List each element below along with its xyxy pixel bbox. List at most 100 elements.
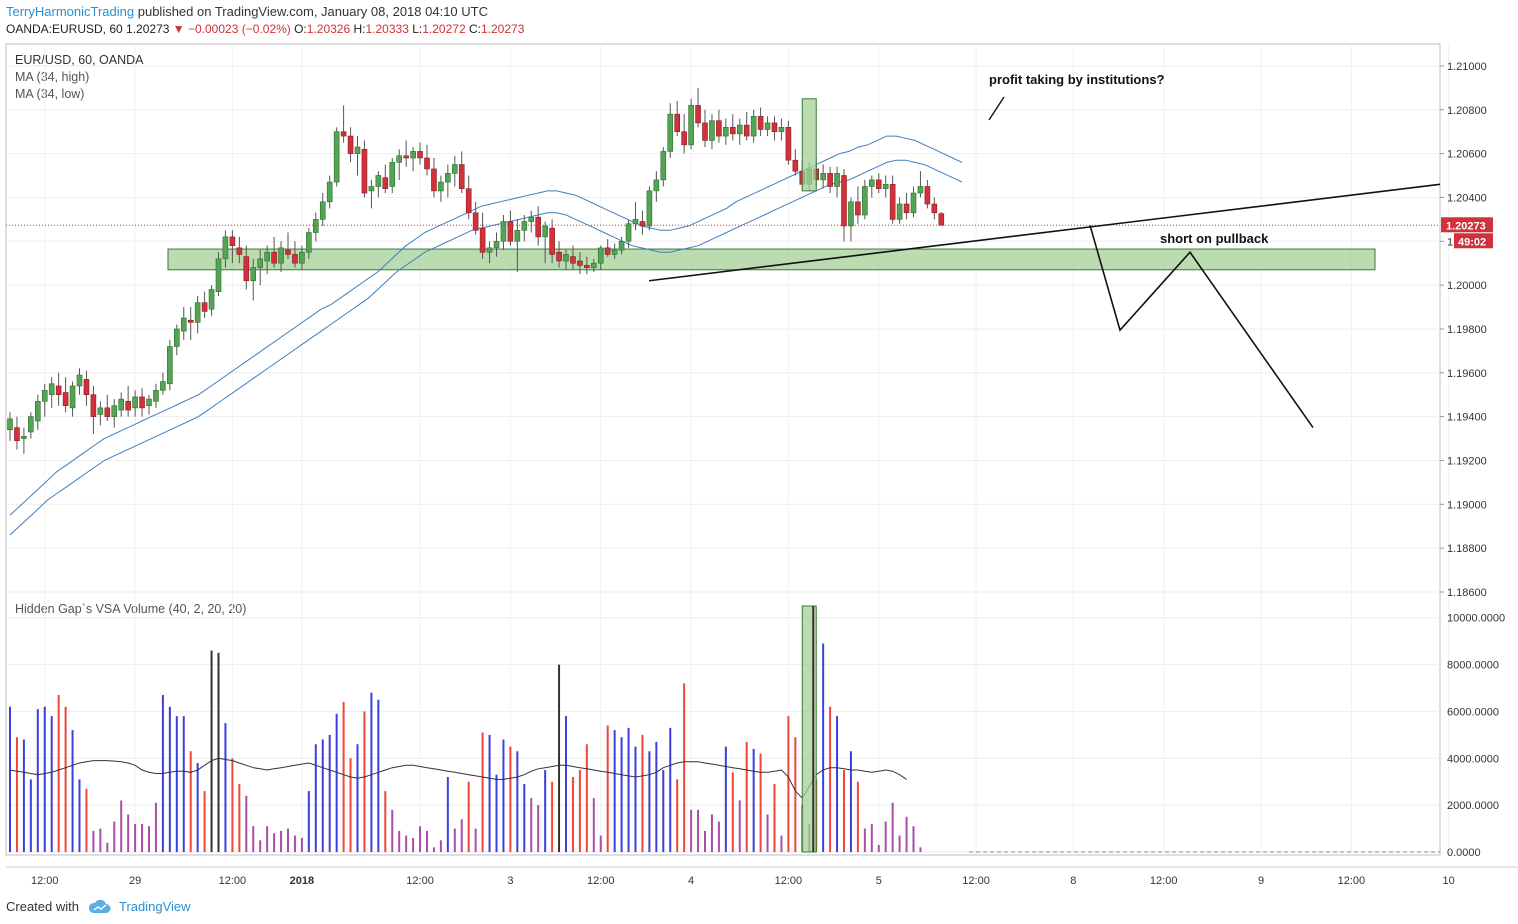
candle-body [493, 240, 500, 249]
candle-body [146, 398, 152, 406]
candle-body [855, 201, 861, 216]
candle [514, 219, 521, 272]
candle [187, 307, 194, 340]
candle [14, 416, 20, 450]
candle-body [792, 159, 799, 172]
countdown-label: 49:02 [1458, 236, 1486, 248]
candle-body [597, 247, 604, 264]
spike-candle-highlight [801, 98, 817, 192]
ma-low-legend[interactable]: MA (34, low) [15, 87, 85, 101]
candle-body [646, 190, 653, 227]
ma-high-legend[interactable]: MA (34, high) [15, 70, 90, 84]
candle [97, 401, 104, 426]
candle-body [660, 151, 667, 181]
candle-body [771, 122, 778, 132]
candle [597, 245, 604, 270]
candle [55, 372, 62, 406]
time-tick-label: 10 [1443, 875, 1455, 887]
footer: Created with TradingView [6, 899, 191, 914]
support-zone [167, 248, 1376, 271]
candle [841, 168, 847, 242]
candle-body [445, 173, 451, 183]
candle-body [361, 148, 368, 194]
candle-body [41, 390, 48, 402]
candle [618, 236, 625, 255]
candle [716, 109, 722, 143]
candle-body [180, 317, 187, 332]
candle [90, 385, 97, 435]
candle-body [83, 379, 90, 396]
candle [848, 197, 854, 242]
candle [646, 186, 653, 231]
candle [104, 394, 111, 422]
candle [792, 149, 799, 176]
candle [625, 219, 632, 248]
volume-tick-label: 10000.0000 [1447, 613, 1505, 625]
candle [167, 339, 173, 391]
candle [264, 245, 270, 275]
candle-body [813, 168, 820, 181]
candle-body [285, 249, 291, 255]
candle [458, 151, 465, 194]
tradingview-link[interactable]: TradingView [118, 899, 191, 914]
candle-body [521, 221, 528, 231]
candle [132, 390, 138, 417]
time-tick-label: 12:00 [31, 875, 59, 887]
candle-body [875, 179, 882, 189]
candle-body [153, 390, 159, 402]
candle [577, 252, 583, 275]
candle [292, 241, 298, 268]
candle [820, 164, 826, 189]
candle-body [723, 126, 729, 137]
candle-body [729, 126, 736, 135]
candle-body [7, 418, 13, 431]
volume-pane-title: Hidden Gap`s VSA Volume (40, 2, 20, 20) [15, 602, 247, 616]
candle [125, 385, 131, 417]
candle [417, 142, 423, 165]
candle-body [695, 105, 701, 124]
candle [813, 157, 820, 187]
spike-volume-highlight [801, 605, 817, 853]
time-tick-label: 12:00 [1150, 875, 1178, 887]
time-tick-label: 9 [1258, 875, 1264, 887]
candle-body [653, 179, 660, 192]
candle [667, 103, 674, 158]
price-tick-label: 1.20400 [1447, 192, 1487, 204]
candle [855, 186, 861, 224]
author-link[interactable]: TerryHarmonicTrading [6, 4, 135, 19]
candle [729, 114, 736, 141]
candle-body [69, 385, 76, 409]
candle [312, 212, 319, 242]
candle [76, 368, 83, 395]
candle [570, 245, 576, 270]
candle [403, 140, 409, 167]
candle [319, 193, 326, 226]
time-tick-label: 12:00 [1338, 875, 1366, 887]
candle [889, 175, 896, 224]
change-value: ▼ −0.00023 (−0.02%) [172, 22, 291, 36]
candle [278, 241, 284, 272]
candle-body [382, 177, 389, 189]
candle-body [688, 105, 694, 146]
candle [479, 212, 486, 259]
candle [160, 372, 166, 395]
ma-low-line [9, 159, 963, 536]
candle-body [396, 155, 403, 163]
price-pane-title: EUR/USD, 60, OANDA [15, 53, 144, 67]
candle [903, 193, 910, 220]
candle-body [757, 116, 764, 130]
ohlc-close: C:1.20273 [468, 22, 525, 36]
candle-body [368, 186, 375, 192]
candle [445, 164, 451, 198]
candle [681, 114, 687, 154]
candle-body [257, 258, 264, 268]
candle [549, 219, 555, 264]
candle [382, 164, 389, 194]
time-tick-label: 8 [1070, 875, 1076, 887]
candle-body [799, 170, 806, 185]
time-tick-label: 12:00 [587, 875, 615, 887]
candle-body [549, 227, 555, 255]
candle [556, 241, 562, 268]
symbol-label: OANDA:EURUSD, 60 [6, 22, 123, 36]
